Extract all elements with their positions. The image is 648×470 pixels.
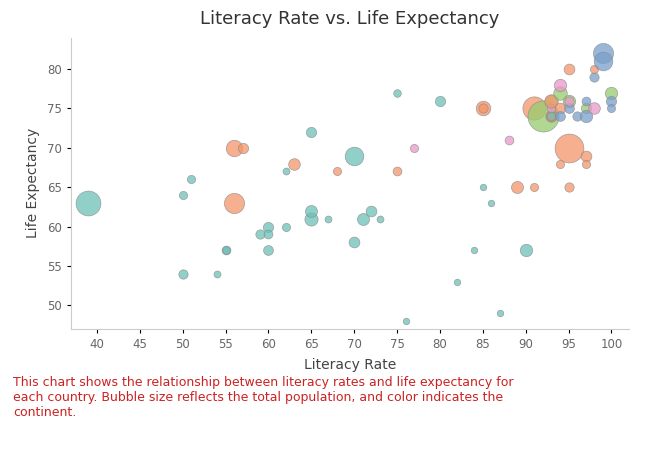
Point xyxy=(392,168,402,175)
Point xyxy=(581,160,591,167)
Point xyxy=(229,144,239,152)
Point xyxy=(212,270,222,278)
Point xyxy=(349,239,360,246)
Point xyxy=(478,105,488,112)
Point xyxy=(486,199,496,207)
Point xyxy=(478,105,488,112)
Title: Literacy Rate vs. Life Expectancy: Literacy Rate vs. Life Expectancy xyxy=(200,10,500,28)
Point xyxy=(555,160,565,167)
Point xyxy=(589,73,599,81)
Point xyxy=(306,128,316,136)
Point xyxy=(538,113,548,120)
Y-axis label: Life Expectancy: Life Expectancy xyxy=(27,128,40,238)
Point xyxy=(607,89,617,96)
Point xyxy=(238,144,248,152)
Point xyxy=(178,270,188,278)
Point xyxy=(581,113,591,120)
Point xyxy=(186,176,196,183)
Point xyxy=(229,199,239,207)
Point xyxy=(563,65,573,73)
Point xyxy=(220,246,231,254)
Point xyxy=(409,144,419,152)
Point xyxy=(581,97,591,104)
Text: This chart shows the relationship between literacy rates and life expectancy for: This chart shows the relationship betwee… xyxy=(13,376,513,419)
Point xyxy=(332,168,342,175)
Point xyxy=(546,113,557,120)
Point xyxy=(323,215,334,222)
Point xyxy=(255,231,265,238)
Point xyxy=(589,105,599,112)
Point xyxy=(366,207,376,215)
Point xyxy=(358,215,368,222)
Point xyxy=(546,113,557,120)
Point xyxy=(563,144,573,152)
Point xyxy=(375,215,385,222)
Point xyxy=(581,105,591,112)
Point xyxy=(555,105,565,112)
Point xyxy=(512,183,522,191)
Point xyxy=(546,97,557,104)
Point xyxy=(529,105,539,112)
Point xyxy=(263,223,273,230)
Point xyxy=(546,97,557,104)
Point xyxy=(607,105,617,112)
Point xyxy=(563,105,573,112)
Point xyxy=(597,57,608,65)
Point xyxy=(263,231,273,238)
Point xyxy=(546,105,557,112)
Point xyxy=(281,168,291,175)
Point xyxy=(572,113,583,120)
Point xyxy=(83,199,93,207)
Point xyxy=(263,246,273,254)
Point xyxy=(306,215,316,222)
X-axis label: Literacy Rate: Literacy Rate xyxy=(304,358,396,372)
Point xyxy=(581,152,591,159)
Point xyxy=(563,183,573,191)
Point xyxy=(178,191,188,199)
Point xyxy=(520,246,531,254)
Point xyxy=(306,207,316,215)
Point xyxy=(281,223,291,230)
Point xyxy=(555,81,565,89)
Point xyxy=(529,183,539,191)
Point xyxy=(478,183,488,191)
Point xyxy=(495,309,505,317)
Point xyxy=(546,113,557,120)
Point xyxy=(452,278,462,285)
Point xyxy=(589,65,599,73)
Point xyxy=(607,97,617,104)
Point xyxy=(563,97,573,104)
Point xyxy=(392,89,402,96)
Point xyxy=(469,246,480,254)
Point xyxy=(220,246,231,254)
Point xyxy=(597,50,608,57)
Point xyxy=(503,136,514,144)
Point xyxy=(563,97,573,104)
Point xyxy=(289,160,299,167)
Point xyxy=(555,113,565,120)
Point xyxy=(435,97,445,104)
Point xyxy=(349,152,360,159)
Point xyxy=(400,317,411,325)
Point xyxy=(555,89,565,96)
